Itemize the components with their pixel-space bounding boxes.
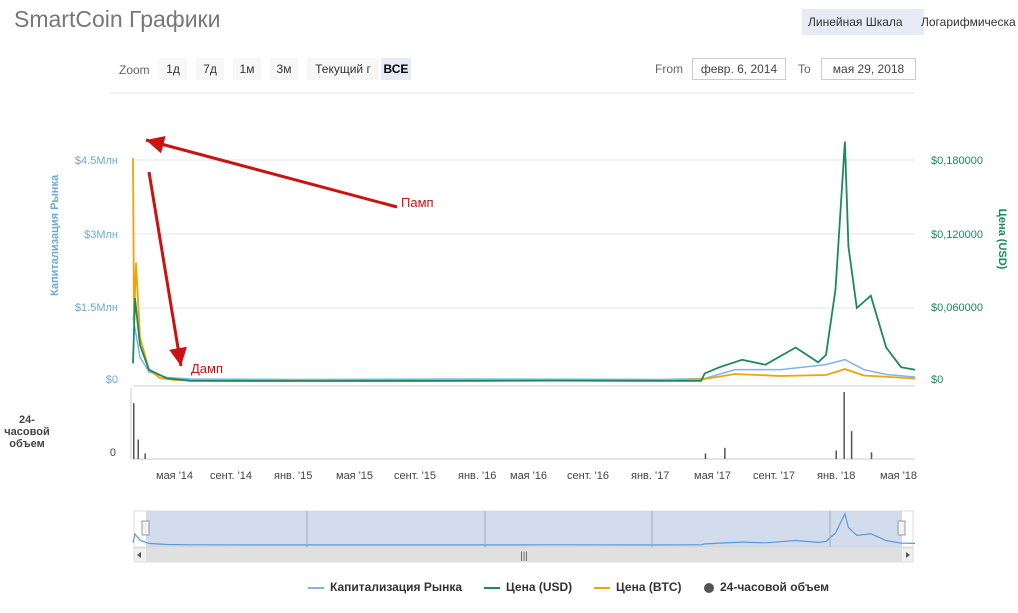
legend-item[interactable]: Цена (USD) [484, 580, 572, 594]
legend-label: Цена (BTC) [616, 580, 682, 594]
market-cap-line [132, 317, 916, 381]
volume-axis-title: 24-часовой объем [4, 414, 50, 450]
navigator-scrollbar [133, 547, 914, 563]
x-tick-label: мая '15 [336, 470, 374, 482]
zoom-1d-button[interactable]: 1д [159, 58, 187, 80]
legend-line-icon [484, 586, 500, 589]
price-btc-line [132, 157, 916, 382]
zoom-3m-button[interactable]: 3м [270, 58, 298, 80]
linear-scale-button[interactable]: Линейная Шкала [802, 9, 924, 35]
volume-bar [724, 447, 726, 459]
x-tick-label: сент. '16 [567, 470, 609, 482]
x-tick-label: янв. '17 [631, 470, 670, 482]
navigator-year: 2015 [311, 535, 336, 547]
right-tick-3: $0,180000 [931, 155, 983, 167]
from-label: From [655, 62, 683, 76]
legend-item[interactable]: Цена (BTC) [594, 580, 682, 594]
right-tick-0: $0 [931, 374, 944, 386]
legend-line-icon [594, 586, 610, 589]
pump-annotation: Памп [401, 195, 434, 210]
x-tick-label: мая '18 [880, 470, 918, 482]
volume-bar [850, 431, 853, 459]
navigator-year: 2018 [834, 535, 859, 547]
x-tick-label: янв. '16 [458, 470, 497, 482]
legend-item[interactable]: 24-часовой объем [704, 580, 829, 594]
right-tick-1: $0,060000 [931, 302, 983, 314]
left-axis-title: Капитализация Рынка [49, 174, 61, 296]
volume-bar [144, 453, 146, 459]
page-title: SmartCoin Графики [14, 6, 221, 32]
right-axis-title: Цена (USD) [996, 208, 1008, 270]
navigator-left-handle [141, 520, 150, 536]
zoom-all-button[interactable]: ВСЕ [381, 58, 411, 80]
volume-bar [843, 392, 845, 459]
dump-annotation: Дамп [191, 361, 224, 376]
to-date-input[interactable]: мая 29, 2018 [821, 58, 916, 80]
x-tick-label: янв. '15 [274, 470, 313, 482]
navigator-right-handle [897, 520, 906, 536]
navigator-frame [133, 510, 914, 548]
scrollbar-grip-icon: ||| [520, 551, 528, 562]
x-tick-label: сент. '15 [394, 470, 436, 482]
zoom-1m-button[interactable]: 1м [233, 58, 261, 80]
x-tick-label: сент. '14 [210, 470, 252, 482]
x-tick-label: мая '14 [156, 470, 194, 482]
scrollbar-thumb [146, 548, 902, 562]
price-usd-line [132, 141, 916, 382]
zoom-label: Zoom [119, 63, 150, 77]
pump-arrow [145, 135, 398, 209]
navigator-series-line [132, 512, 916, 546]
zoom-7d-button[interactable]: 7д [196, 58, 224, 80]
legend-line-icon [308, 586, 324, 589]
left-tick-0: $0 [105, 374, 118, 386]
volume-tick-0: 0 [109, 447, 116, 459]
navigator-selection [146, 511, 902, 547]
x-tick-label: мая '16 [510, 470, 548, 482]
volume-bar [835, 450, 837, 459]
zoom-ytd-button[interactable]: Текущий г [307, 58, 379, 80]
legend-label: Цена (USD) [506, 580, 573, 594]
volume-bar [870, 452, 873, 459]
volume-bar [133, 403, 135, 459]
navigator-year: 2016 [489, 535, 514, 547]
legend-item[interactable]: Капитализация Рынка [308, 580, 462, 594]
legend-label: 24-часовой объем [720, 580, 829, 594]
x-tick-label: мая '17 [694, 470, 732, 482]
volume-bar [137, 439, 139, 459]
scroll-right-icon [906, 552, 910, 558]
scroll-left-icon [137, 552, 141, 558]
to-label: To [798, 62, 811, 76]
volume-bar [704, 453, 707, 459]
left-tick-3: $4.5Млн [74, 155, 118, 167]
right-tick-2: $0,120000 [931, 229, 983, 241]
x-tick-label: сент. '17 [753, 470, 795, 482]
legend-dot-icon [704, 582, 714, 593]
left-tick-1: $1.5Млн [74, 302, 118, 314]
left-tick-2: $3Млн [84, 229, 118, 241]
x-tick-label: янв. '18 [817, 470, 856, 482]
legend-label: Капитализация Рынка [330, 580, 463, 594]
navigator-year: 2017 [656, 535, 681, 547]
log-scale-button[interactable]: Логарифмическа [921, 15, 1016, 29]
from-date-input[interactable]: февр. 6, 2014 [692, 58, 786, 80]
dump-arrow [147, 171, 187, 367]
